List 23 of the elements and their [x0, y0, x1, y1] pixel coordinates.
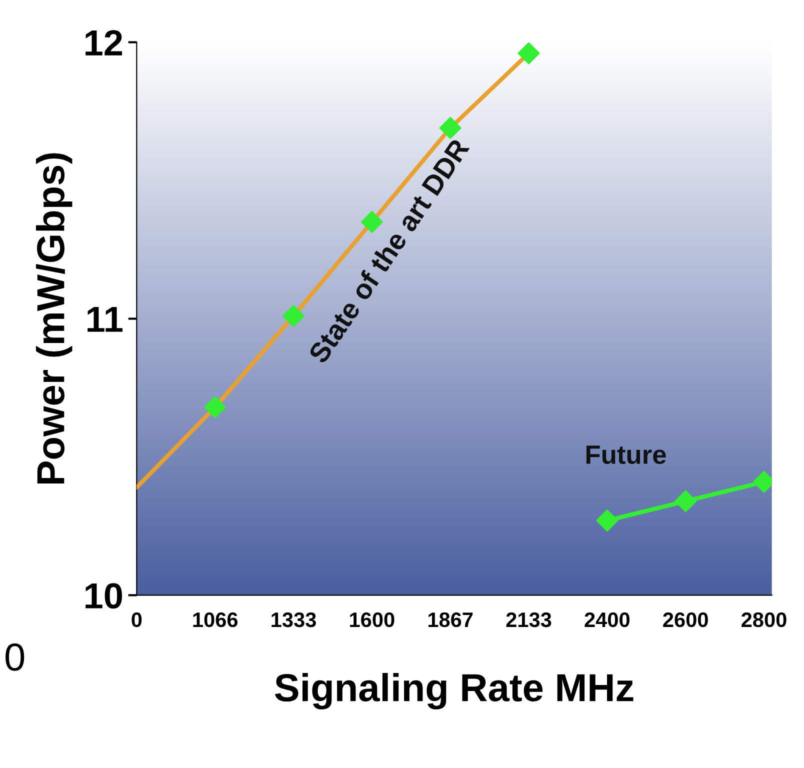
x-tick-label: 1333 [272, 612, 316, 628]
x-tick-label: 2400 [584, 612, 630, 628]
x-tick-label: 1066 [193, 612, 238, 628]
point [204, 396, 226, 418]
point [360, 210, 383, 233]
y-tick-label: 12 [86, 30, 122, 56]
text: 0 [6, 643, 24, 671]
x-tick-label: 2600 [663, 612, 708, 628]
y-axis-title: Power (mW/Gbps) [36, 153, 72, 484]
x-tick-label: 1600 [350, 612, 394, 628]
y-tick-label: 11 [88, 306, 122, 332]
annotation: Future [586, 446, 666, 464]
x-axis-title: Signaling Rate MHz [274, 672, 634, 710]
point [439, 116, 462, 139]
x-tick-label: 2133 [506, 612, 552, 628]
x-tick-label: 2800 [742, 612, 786, 628]
point [596, 510, 618, 532]
x-tick-label: 0 [132, 612, 142, 628]
y-tick-label: 10 [86, 583, 122, 609]
point [518, 42, 540, 64]
point [282, 304, 305, 327]
point [674, 490, 697, 512]
x-tick-label: 1867 [428, 612, 473, 628]
